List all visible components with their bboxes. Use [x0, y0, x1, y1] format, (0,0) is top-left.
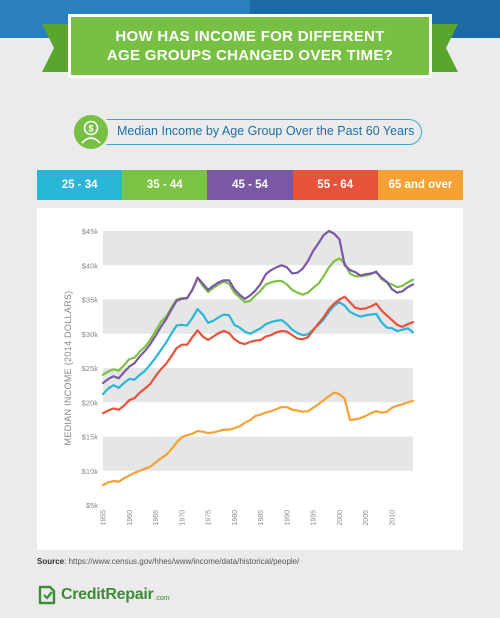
svg-text:$: $ — [88, 124, 93, 134]
grid-band — [103, 436, 413, 471]
legend-item-4: 55 - 64 — [292, 170, 378, 200]
creditrepair-logo: CreditRepair .com — [37, 582, 170, 608]
legend-item-1: 25 - 34 — [37, 170, 123, 200]
x-tick-label: 2005 — [363, 510, 370, 526]
legend-item-3: 45 - 54 — [207, 170, 293, 200]
source-label: Source — [37, 557, 65, 566]
y-tick-label: $20k — [82, 398, 99, 407]
chart-panel: $5k $10k $15k $20k $25k $30k $35k $40k $45k 1955 1… — [37, 208, 463, 550]
x-tick-label: 1955 — [101, 510, 108, 526]
grid-band — [103, 368, 413, 403]
x-tick-label: 1975 — [206, 510, 213, 526]
x-tick-label: 1985 — [258, 510, 265, 526]
y-tick-label: $15k — [82, 433, 99, 442]
series-line-3 — [101, 229, 415, 385]
money-person-icon: $ — [71, 112, 111, 152]
y-tick-label: $30k — [82, 330, 99, 339]
legend-item-2: 35 - 44 — [122, 170, 208, 200]
series-line-1 — [101, 301, 415, 396]
y-tick-label: $10k — [82, 467, 99, 476]
x-tick-label: 1990 — [284, 510, 291, 526]
x-tick-label: 1960 — [127, 510, 134, 526]
y-tick-label: $25k — [82, 364, 99, 373]
source-url: : https://www.census.gov/hhes/www/income… — [64, 557, 300, 566]
y-tick-label: $35k — [82, 296, 99, 305]
logo-text: CreditRepair — [61, 586, 154, 603]
x-tick-label: 1970 — [179, 510, 186, 526]
x-tick-label: 1995 — [311, 510, 318, 526]
x-tick-label: 1965 — [153, 510, 160, 526]
page-title: HOW HAS INCOME FOR DIFFERENT AGE GROUPS … — [106, 28, 394, 64]
title-banner: HOW HAS INCOME FOR DIFFERENT AGE GROUPS … — [68, 14, 432, 78]
y-tick-label: $40k — [82, 261, 99, 270]
grid-band — [103, 231, 413, 266]
logo-suffix: .com — [154, 594, 170, 602]
source-note: Source: https://www.census.gov/hhes/www/… — [37, 557, 299, 566]
x-tick-label: 1980 — [232, 510, 239, 526]
y-tick-label: $45k — [82, 227, 99, 236]
series-line-5 — [101, 391, 415, 487]
series-line-4 — [101, 295, 415, 415]
x-tick-label: 2010 — [389, 510, 396, 526]
line-chart: $5k $10k $15k $20k $25k $30k $35k $40k $45k 1955 1… — [63, 227, 415, 526]
chart-subtitle: Median Income by Age Group Over the Past… — [117, 124, 415, 138]
logo-mark-icon — [38, 585, 56, 605]
x-tick-label: 2000 — [337, 510, 344, 526]
subtitle-pill: Median Income by Age Group Over the Past… — [86, 119, 422, 145]
title-ribbon: HOW HAS INCOME FOR DIFFERENT AGE GROUPS … — [0, 14, 500, 82]
y-axis-label: MEDIAN INCOME (2014 DOLLARS) — [63, 291, 73, 446]
legend: 25 - 34 35 - 44 45 - 54 55 - 64 65 and over — [37, 170, 464, 200]
y-tick-label: $5k — [86, 501, 98, 510]
legend-item-5: 65 and over — [377, 170, 464, 200]
